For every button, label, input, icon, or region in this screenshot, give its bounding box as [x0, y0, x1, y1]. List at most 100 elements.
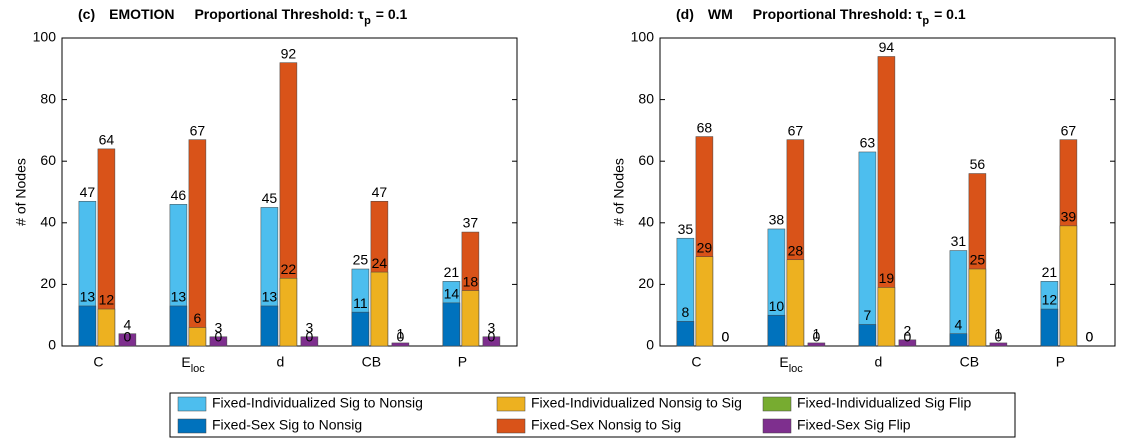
- bar: [260, 305, 279, 347]
- bar: [807, 342, 826, 347]
- y-tick-label: 40: [638, 214, 654, 230]
- bar: [1040, 308, 1059, 347]
- bar: [461, 290, 480, 347]
- y-axis-label: # of Nodes: [13, 158, 29, 226]
- y-tick-label: 40: [40, 214, 56, 230]
- x-tick-label: d: [875, 354, 883, 370]
- value-label: 37: [463, 215, 479, 231]
- value-label: 0: [722, 329, 730, 345]
- legend-box: [169, 392, 1016, 438]
- bar: [898, 339, 917, 347]
- y-tick-label: 0: [48, 337, 56, 353]
- x-tick-label: P: [1056, 354, 1065, 370]
- bar: [97, 308, 116, 347]
- title: WM: [708, 6, 733, 22]
- x-tick-label: P: [458, 354, 467, 370]
- x-tick-label: CB: [362, 354, 381, 370]
- category-sub: loc: [191, 363, 206, 375]
- bar: [78, 305, 97, 347]
- value-label: 0: [397, 329, 405, 345]
- value-label: 39: [1061, 209, 1077, 225]
- legend-swatch: [762, 418, 792, 434]
- title: EMOTION: [109, 6, 174, 22]
- bar: [188, 327, 207, 347]
- value-label: 25: [353, 252, 369, 268]
- bar: [442, 302, 461, 347]
- value-label: 21: [1042, 264, 1058, 280]
- value-label: 21: [444, 264, 460, 280]
- x-tick-label: Eloc: [181, 354, 205, 375]
- value-label: 8: [682, 304, 690, 320]
- value-label: 25: [970, 252, 986, 268]
- value-label: 56: [970, 156, 986, 172]
- x-tick-label: CB: [960, 354, 979, 370]
- value-label: 31: [951, 233, 967, 249]
- value-label: 6: [194, 310, 202, 326]
- value-label: 0: [813, 329, 821, 345]
- value-label: 94: [879, 39, 895, 55]
- x-tick-label: C: [691, 354, 701, 370]
- bar: [209, 336, 228, 347]
- y-tick-label: 60: [638, 152, 654, 168]
- legend-label: Fixed-Individualized Nonsig to Sig: [531, 395, 742, 411]
- value-label: 3: [215, 319, 223, 335]
- value-label: 1: [813, 326, 821, 342]
- legend-swatch: [496, 396, 526, 412]
- legend-label: Fixed-Sex Nonsig to Sig: [531, 417, 681, 433]
- bar: [968, 268, 987, 347]
- value-label: 47: [372, 184, 388, 200]
- bar: [989, 342, 1008, 347]
- threshold-value: = 0.1: [934, 6, 966, 22]
- bar: [695, 256, 714, 347]
- bar: [391, 342, 410, 347]
- legend-swatch: [762, 396, 792, 412]
- bar: [169, 305, 188, 347]
- threshold-text: Proportional Threshold: τ: [194, 6, 364, 22]
- value-label: 13: [80, 289, 96, 305]
- value-label: 0: [722, 329, 730, 345]
- bar: [370, 271, 389, 347]
- bar: [676, 321, 695, 347]
- x-tick-label: C: [93, 354, 103, 370]
- bar: [351, 311, 370, 347]
- legend-label: Fixed-Sex Sig Flip: [797, 417, 911, 433]
- chart-title: (d) WM Proportional Threshold: τp = 0.1: [676, 6, 966, 27]
- y-axis-label: # of Nodes: [611, 158, 627, 226]
- value-label: 67: [788, 122, 804, 138]
- value-label: 12: [1042, 292, 1058, 308]
- bar: [1059, 225, 1078, 347]
- panel-label: (c): [78, 6, 95, 22]
- value-label: 68: [697, 119, 713, 135]
- value-label: 13: [262, 289, 278, 305]
- value-label: 28: [788, 242, 804, 258]
- bar: [949, 333, 968, 347]
- value-label: 22: [281, 261, 297, 277]
- legend-swatch: [496, 418, 526, 434]
- value-label: 3: [488, 319, 496, 335]
- value-label: 10: [769, 298, 785, 314]
- category-sub: loc: [789, 363, 804, 375]
- value-label: 1: [995, 326, 1003, 342]
- value-label: 13: [171, 289, 187, 305]
- value-label: 0: [488, 329, 496, 345]
- y-tick-label: 100: [33, 29, 57, 45]
- y-tick-label: 20: [638, 275, 654, 291]
- chart-title: (c) EMOTION Proportional Threshold: τp = 0.…: [78, 6, 408, 27]
- value-label: 45: [262, 190, 278, 206]
- panel-label: (d): [676, 6, 694, 22]
- y-tick-label: 0: [646, 337, 654, 353]
- value-label: 0: [1086, 329, 1094, 345]
- value-label: 0: [124, 329, 132, 345]
- value-label: 0: [1086, 329, 1094, 345]
- value-label: 92: [281, 45, 297, 61]
- value-label: 67: [190, 122, 206, 138]
- value-label: 47: [80, 184, 96, 200]
- value-label: 24: [372, 255, 388, 271]
- x-tick-label: Eloc: [779, 354, 803, 375]
- threshold-text: Proportional Threshold: τ: [753, 6, 923, 22]
- value-label: 0: [995, 329, 1003, 345]
- value-label: 14: [444, 286, 460, 302]
- value-label: 0: [904, 329, 912, 345]
- bar: [118, 333, 137, 347]
